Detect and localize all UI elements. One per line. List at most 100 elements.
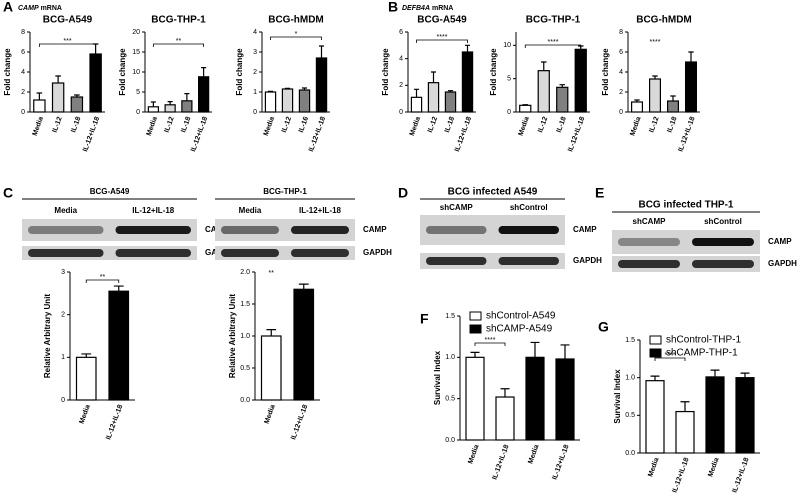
lane-label: shCAMP [440, 203, 474, 212]
legend-label: shControl-THP-1 [666, 335, 741, 346]
blot-strip [22, 219, 197, 241]
y-tick-label: 2 [21, 89, 25, 96]
x-tick-label: Media [409, 116, 422, 137]
bar [108, 290, 130, 401]
x-tick-label: IL-12+IL-18 [290, 404, 309, 441]
y-axis-label: Relative Arbitrary Unit [228, 294, 237, 379]
lane-label: Media [54, 206, 77, 215]
blot-band [498, 226, 559, 234]
significance-bracket [524, 44, 582, 48]
bar [410, 96, 423, 113]
x-tick-label: IL-12 [537, 116, 549, 134]
error-bar [680, 401, 690, 412]
panel-letter: G [598, 319, 609, 335]
bar [666, 100, 679, 113]
y-axis-label: Fold change [3, 48, 12, 96]
significance-bracket [152, 43, 205, 47]
y-tick-label: 1.5 [240, 301, 250, 308]
error-bar [652, 75, 658, 79]
y-axis-label: Fold change [118, 48, 127, 96]
bar [75, 356, 97, 401]
panel-letter: D [398, 185, 408, 201]
x-tick-label: IL-12+IL-18 [454, 116, 473, 153]
error-bar [150, 101, 156, 107]
y-tick-label: 6 [399, 29, 403, 36]
significance-label: **** [485, 337, 496, 344]
error-bar [540, 61, 547, 71]
y-tick-label: 0.5 [240, 365, 250, 372]
x-tick-label: Media [263, 116, 276, 137]
legend-label: shCAMP-A549 [486, 324, 553, 335]
y-tick-label: 1 [61, 354, 65, 361]
y-axis-label: Survival Index [613, 369, 622, 424]
y-tick-label: 4 [399, 56, 403, 63]
y-tick-label: 0 [61, 397, 65, 404]
y-axis-label: Fold change [235, 48, 244, 96]
bar [735, 377, 755, 454]
x-tick-label: IL-12+IL-18 [551, 444, 570, 481]
y-tick-label: 8 [619, 29, 623, 36]
bar [556, 86, 569, 113]
bar [519, 104, 532, 113]
y-tick-label: 2 [61, 312, 65, 319]
significance-label: ** [100, 274, 106, 281]
chart-title: BCG-THP-1 [526, 15, 581, 26]
y-tick-label: 0.0 [240, 397, 250, 404]
y-tick-label: 1.5 [445, 313, 455, 320]
y-tick-label: 1.0 [240, 333, 250, 340]
y-tick-label: 1.0 [625, 375, 635, 382]
bar [51, 82, 65, 113]
bar [444, 91, 457, 113]
blot-band [115, 226, 191, 234]
x-tick-label: Media [78, 404, 91, 425]
y-tick-label: 0.0 [445, 437, 455, 444]
error-bar [74, 94, 80, 97]
error-bar [55, 75, 61, 83]
error-bar [688, 51, 694, 62]
x-tick-label: IL-12+IL-18 [677, 116, 696, 153]
error-bar [447, 90, 454, 92]
y-tick-label: 1 [253, 89, 257, 96]
error-bar [113, 285, 124, 292]
bar [70, 96, 84, 113]
blot-title: BCG infected THP-1 [638, 200, 733, 211]
gene: DEFB4A [402, 5, 430, 12]
blot-band [291, 249, 349, 257]
x-tick-label: Media [146, 116, 159, 137]
error-bar [560, 344, 570, 359]
panel-letter: C [3, 185, 13, 201]
bar [427, 82, 440, 113]
bar [495, 396, 515, 441]
chart-title: BCG-hMDM [636, 15, 692, 26]
y-tick-label: 15 [132, 49, 140, 56]
significance-label: *** [63, 38, 71, 45]
heading-suffix: mRNA [432, 5, 453, 12]
lane-label: shControl [510, 203, 548, 212]
significance-label: **** [437, 34, 448, 41]
error-bar [36, 92, 43, 100]
lane-label: shControl [704, 217, 742, 226]
y-tick-label: 0.5 [625, 412, 635, 419]
bar [89, 53, 102, 113]
x-tick-label: Media [263, 404, 276, 425]
error-bar [266, 329, 277, 336]
error-bar [650, 375, 660, 381]
panel-letter: E [595, 185, 604, 201]
significance-bracket [270, 36, 322, 40]
y-tick-label: 2 [253, 69, 257, 76]
bar [461, 51, 474, 113]
error-bar [500, 388, 510, 398]
error-bar [298, 283, 309, 290]
y-tick-label: 5 [507, 76, 511, 83]
error-bar [710, 369, 720, 377]
x-tick-label: IL-12+IL-18 [308, 116, 327, 153]
y-tick-label: 4 [21, 69, 25, 76]
y-tick-label: 0 [619, 109, 623, 116]
x-tick-label: IL-12 [648, 116, 660, 134]
bar [705, 376, 725, 454]
y-axis-label: Relative Arbitrary Unit [43, 294, 52, 379]
panel-letter: B [388, 0, 398, 15]
blot-band [115, 249, 191, 257]
blot-band [426, 257, 487, 265]
x-tick-label: Media [527, 444, 540, 465]
